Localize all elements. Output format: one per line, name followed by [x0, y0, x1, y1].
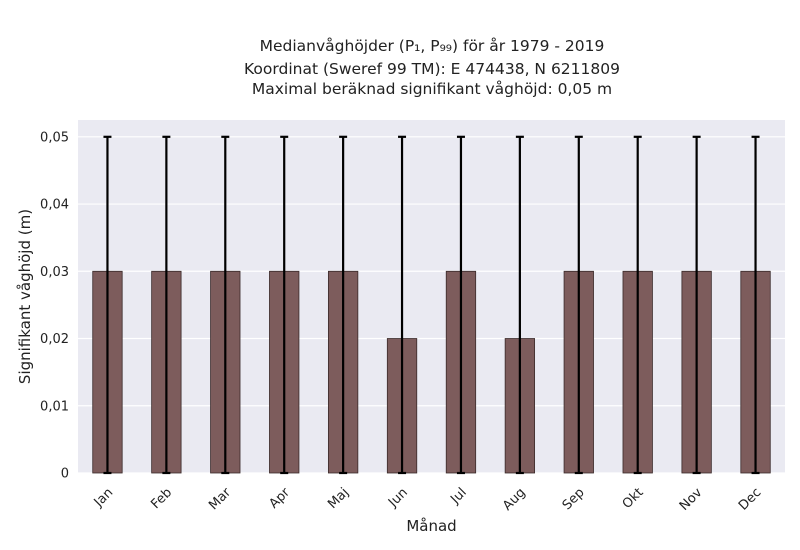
y-tick-label: 0,04 [40, 198, 69, 213]
chart-title: Medianvåghöjder (P₁, P₉₉) för år 1979 - … [244, 37, 620, 98]
x-tick-label-feb: Feb [148, 485, 175, 512]
x-tick-label-mar: Mar [206, 485, 234, 513]
x-tick-label-maj: Maj [325, 485, 352, 512]
y-tick-label: 0,01 [40, 399, 69, 414]
plot-area [78, 120, 785, 473]
y-tick-label: 0 [61, 467, 69, 482]
x-tick-label-jul: Jul [447, 485, 469, 507]
y-axis-label: Signifikant våghöjd (m) [16, 209, 34, 384]
chart-title-line-1: Medianvåghöjder (P₁, P₉₉) för år 1979 - … [260, 37, 605, 55]
x-tick-label-okt: Okt [620, 485, 647, 512]
gridlines [78, 136, 785, 474]
x-tick-label-apr: Apr [267, 485, 294, 512]
y-axis-ticks: 0 0,01 0,02 0,03 0,04 0,05 [40, 130, 69, 481]
y-tick-label: 0,05 [40, 130, 69, 145]
x-tick-label-jan: Jan [91, 485, 116, 510]
chart-title-line-3: Maximal beräknad signifikant våghöjd: 0,… [252, 80, 612, 98]
y-tick-label: 0,03 [40, 265, 69, 280]
x-tick-label-dec: Dec [736, 485, 764, 513]
x-tick-label-sep: Sep [560, 485, 588, 513]
x-tick-label-jun: Jun [385, 485, 411, 511]
chart-title-line-2: Koordinat (Sweref 99 TM): E 474438, N 62… [244, 60, 620, 78]
y-tick-label: 0,02 [40, 332, 69, 347]
x-tick-label-nov: Nov [677, 485, 706, 514]
x-axis-ticks: Jan Feb Mar Apr Maj Jun Jul Aug Sep Okt Nov Dec [91, 485, 765, 514]
x-axis-label: Månad [406, 517, 456, 535]
x-tick-label-aug: Aug [500, 485, 529, 514]
error-bars [103, 135, 760, 475]
